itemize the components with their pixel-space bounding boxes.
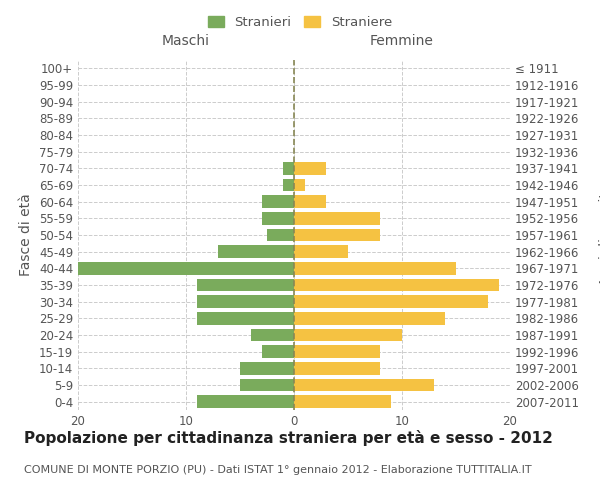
Bar	[294, 246, 348, 258]
Bar	[294, 296, 488, 308]
Bar	[294, 229, 380, 241]
Bar	[267, 229, 294, 241]
Text: COMUNE DI MONTE PORZIO (PU) - Dati ISTAT 1° gennaio 2012 - Elaborazione TUTTITAL: COMUNE DI MONTE PORZIO (PU) - Dati ISTAT…	[24, 465, 532, 475]
Bar	[262, 196, 294, 208]
Y-axis label: Anni di nascita: Anni di nascita	[599, 184, 600, 286]
Bar	[294, 279, 499, 291]
Bar	[240, 379, 294, 391]
Bar	[197, 312, 294, 324]
Bar	[78, 262, 294, 274]
Bar	[283, 162, 294, 174]
Text: Maschi: Maschi	[162, 34, 210, 48]
Bar	[197, 296, 294, 308]
Bar	[197, 396, 294, 408]
Bar	[294, 312, 445, 324]
Bar	[294, 212, 380, 224]
Text: Popolazione per cittadinanza straniera per età e sesso - 2012: Popolazione per cittadinanza straniera p…	[24, 430, 553, 446]
Bar	[294, 196, 326, 208]
Bar	[262, 212, 294, 224]
Legend: Stranieri, Straniere: Stranieri, Straniere	[204, 12, 396, 33]
Bar	[294, 329, 402, 341]
Bar	[294, 179, 305, 192]
Bar	[251, 329, 294, 341]
Bar	[294, 262, 456, 274]
Bar	[294, 346, 380, 358]
Bar	[294, 379, 434, 391]
Text: Femmine: Femmine	[370, 34, 434, 48]
Bar	[262, 346, 294, 358]
Bar	[197, 279, 294, 291]
Bar	[240, 362, 294, 374]
Bar	[283, 179, 294, 192]
Bar	[294, 362, 380, 374]
Bar	[294, 396, 391, 408]
Bar	[294, 162, 326, 174]
Bar	[218, 246, 294, 258]
Y-axis label: Fasce di età: Fasce di età	[19, 194, 34, 276]
